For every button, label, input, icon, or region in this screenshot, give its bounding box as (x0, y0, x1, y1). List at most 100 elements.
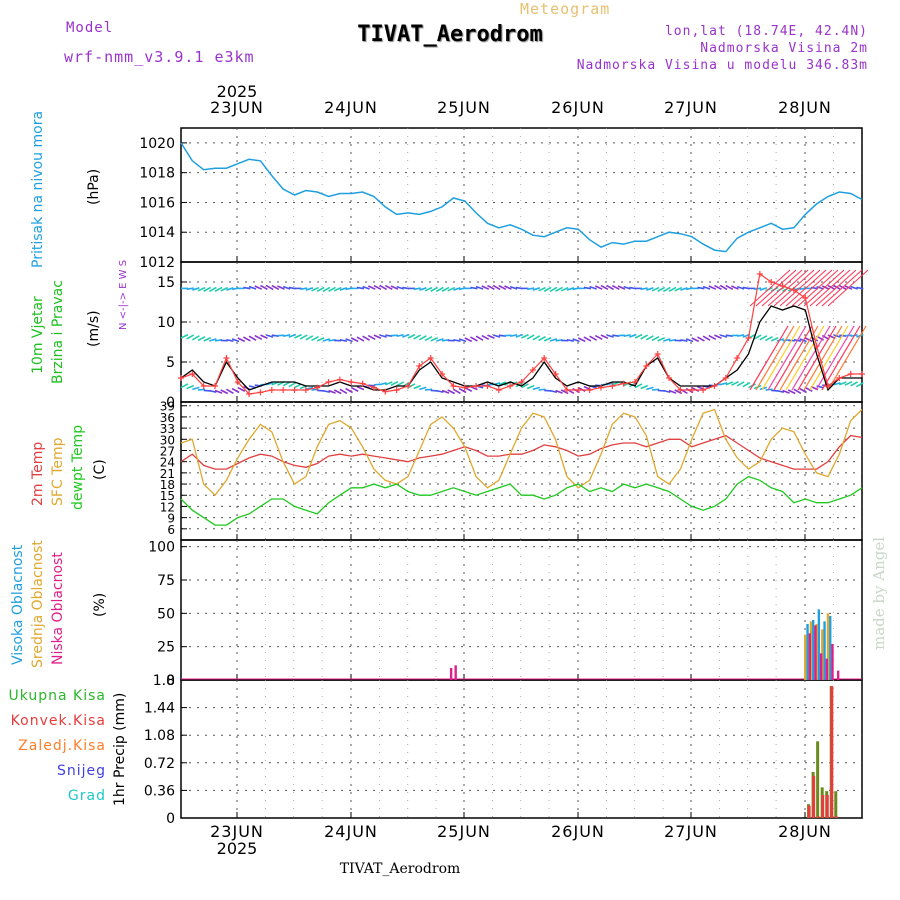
wind-barb (566, 287, 575, 291)
wind-barb (333, 286, 342, 292)
wind-barb (260, 334, 268, 339)
wind-barb (339, 338, 348, 342)
wind-gust-marker (779, 283, 786, 289)
wind-barb (839, 381, 847, 386)
wind-compass-label: N <-|-> E W S (118, 260, 129, 330)
wind-barb (464, 337, 473, 343)
wind-barb-storm (791, 325, 831, 391)
wind-barb (385, 381, 393, 386)
wind-gust-marker (586, 387, 593, 393)
wind-barb (339, 388, 348, 394)
wind-barb (180, 333, 189, 339)
wind-barb (243, 336, 251, 342)
wind-barb (538, 335, 546, 342)
wind-barb (464, 386, 473, 392)
y-tick-label: 21 (160, 467, 175, 481)
wind-barb (697, 336, 705, 342)
wind-barb (231, 387, 240, 394)
wind-barb (305, 386, 314, 391)
wind-barb (770, 337, 779, 342)
wind-barb (492, 334, 501, 338)
wind-gust-marker (268, 387, 275, 393)
wind-barb (226, 388, 234, 394)
precip-conv-bar (816, 816, 820, 818)
wind-barb-storm (827, 269, 869, 307)
precip-total-bar (816, 741, 820, 818)
wind-barb (384, 284, 393, 291)
wind-barb (742, 382, 751, 388)
wind-barb (350, 386, 359, 392)
y-tick-label: 1014 (139, 225, 175, 241)
wind-barb (356, 336, 365, 342)
wind-barb (504, 285, 512, 290)
wind-barb (345, 338, 353, 343)
wind-barb (759, 287, 768, 291)
wind-gust-marker (847, 371, 854, 377)
wind-barb (248, 285, 257, 290)
y-tick-label: 25 (157, 640, 175, 656)
day-label-bottom: 23JUN (210, 822, 264, 841)
wind-barb (362, 335, 370, 341)
wind-barb (566, 338, 575, 342)
wind-barb (458, 387, 467, 394)
wind-barb (680, 338, 688, 342)
precip-axis-title: 1hr Precip (mm) (112, 693, 128, 806)
wind-barb (765, 335, 773, 342)
wind-gust-marker (734, 355, 741, 361)
wind-gust-marker (370, 384, 377, 391)
cloud-low-bar (808, 633, 811, 680)
wind-barb-storm (761, 325, 801, 391)
wind-barb (379, 382, 387, 386)
wind-barb (833, 382, 841, 386)
cloud-high-bar (811, 620, 815, 680)
day-label-bottom: 28JUN (778, 822, 832, 841)
wind-barb (282, 285, 291, 290)
panel-frame (180, 539, 863, 681)
wind-gust-marker (563, 387, 570, 393)
legend-ukupna-kisa: Ukupna Kisa (8, 688, 106, 704)
wind-gust-marker (439, 371, 446, 377)
y-tick-label: 24 (160, 456, 175, 470)
lonlat-label: lon,lat (18.74E, 42.4N) (664, 24, 868, 39)
wind-gust-marker (223, 355, 230, 361)
wind-barb (316, 337, 325, 342)
wind-gust-marker (552, 371, 559, 377)
wind-barb (753, 334, 762, 340)
wind-barb (663, 338, 671, 342)
wind-barb (555, 286, 563, 292)
wind-barb (373, 334, 382, 339)
wind-barb (186, 287, 194, 291)
wind-barb (481, 334, 490, 341)
cloud-low-bar (836, 670, 840, 680)
wind-barb (367, 285, 376, 290)
day-label-top: 25JUN (437, 98, 491, 117)
wind-gust-marker (824, 383, 831, 389)
wind-barb (322, 389, 331, 394)
wind-barb (436, 389, 444, 394)
wind-barb (390, 285, 399, 290)
wind-barb (521, 333, 529, 339)
wind-barb (322, 338, 331, 342)
wind-barb (714, 284, 722, 291)
height-label: Nadmorska Visina 2m (700, 41, 868, 56)
wind-barb (277, 285, 285, 290)
wind-barb-storm (821, 325, 861, 391)
wind-barb (396, 285, 404, 290)
wind-gust-marker (246, 391, 253, 397)
cloud-low-bar (819, 653, 823, 680)
precip-conv-bar (834, 816, 838, 818)
wind-barb (589, 285, 597, 290)
wind-barb (549, 389, 558, 394)
wind-barb (390, 380, 399, 386)
wind-barb (833, 334, 841, 338)
wind-barb (430, 337, 439, 342)
wind-barb-storm (803, 325, 843, 391)
wind-barb (192, 287, 200, 291)
wind-barb (623, 334, 631, 338)
wind-barb (657, 286, 666, 292)
wind-barb (475, 335, 484, 341)
wind-barb (549, 286, 558, 293)
wind-barb (526, 384, 535, 390)
pressure-line (180, 142, 863, 253)
wind-gust-marker (620, 380, 627, 387)
